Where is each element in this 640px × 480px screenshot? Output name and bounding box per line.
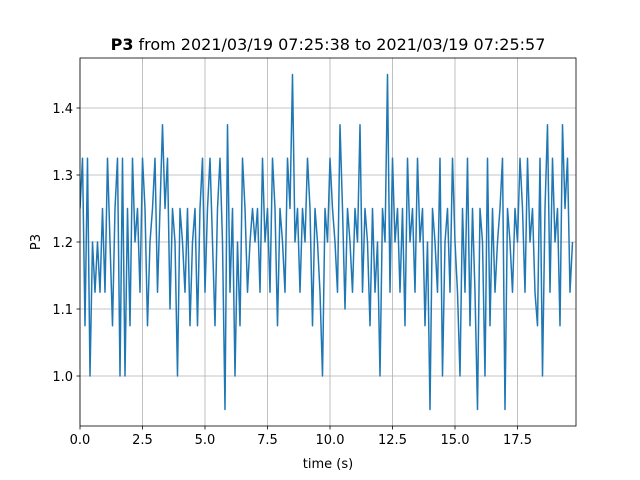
x-axis-label: time (s) — [303, 457, 353, 472]
x-tick-label: 0.0 — [70, 433, 91, 448]
x-tick-label: 17.5 — [503, 433, 532, 448]
x-tick-label: 12.5 — [378, 433, 407, 448]
plot-frame — [79, 57, 577, 427]
x-tick-label: 2.5 — [132, 433, 153, 448]
title-name: P3 — [111, 35, 134, 54]
y-tick-label: 1.4 — [52, 102, 73, 117]
y-axis-label: P3 — [29, 234, 44, 250]
data-line — [80, 73, 574, 411]
chart-title: P3 from 2021/03/19 07:25:38 to 2021/03/19… — [111, 35, 546, 54]
x-tick-label: 10.0 — [316, 433, 345, 448]
y-tick-label: 1.1 — [52, 303, 73, 318]
x-tick-label: 7.5 — [257, 433, 278, 448]
title-range: from 2021/03/19 07:25:38 to 2021/03/19 0… — [138, 35, 545, 54]
x-tick-label: 15.0 — [441, 433, 470, 448]
y-tick-label: 1.3 — [52, 169, 73, 184]
y-tick-label: 1.0 — [52, 370, 73, 385]
y-tick-label: 1.2 — [52, 236, 73, 251]
x-tick-label: 5.0 — [195, 433, 216, 448]
